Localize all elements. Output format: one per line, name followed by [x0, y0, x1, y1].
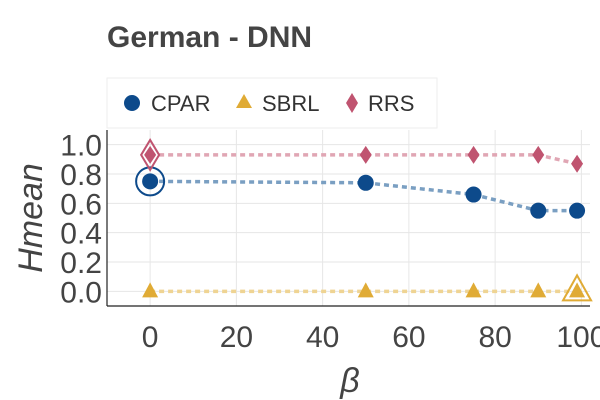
rrs-point: [467, 145, 480, 164]
y-tick-label: 0.4: [60, 218, 102, 251]
y-tick-label: 1.0: [60, 130, 102, 163]
rrs-point-highlight: [139, 137, 161, 172]
x-tick-label: 80: [478, 321, 511, 354]
sbrl-point: [569, 282, 586, 298]
cpar-point: [569, 202, 586, 219]
cpar-point: [530, 202, 547, 219]
chart-title: German - DNN: [107, 21, 312, 54]
legend: CPAR SBRL RRS: [106, 77, 438, 129]
legend-label-cpar: CPAR: [151, 91, 211, 116]
cpar-point: [142, 173, 159, 190]
sbrl-point: [465, 282, 482, 298]
rrs-point: [571, 154, 584, 173]
legend-marker-sbrl: [236, 94, 252, 108]
cpar-point: [357, 174, 374, 191]
legend-marker-rrs: [346, 93, 358, 113]
rrs-point: [532, 145, 545, 164]
y-tick-label: 0.0: [60, 276, 102, 309]
sbrl-point: [530, 282, 547, 298]
cpar-point-highlight: [135, 166, 166, 197]
sbrl-point: [142, 282, 159, 298]
rrs-point: [359, 145, 372, 164]
y-axis-label: Hmean: [12, 163, 50, 273]
y-tick-label: 0.8: [60, 159, 102, 192]
x-tick-label: 20: [220, 321, 253, 354]
x-tick-label: 60: [392, 321, 425, 354]
x-tick-label: 100: [556, 321, 600, 354]
plot-background: [107, 130, 590, 306]
x-tick-label: 40: [306, 321, 339, 354]
cpar-point: [465, 186, 482, 203]
legend-label-rrs: RRS: [368, 91, 414, 116]
legend-label-sbrl: SBRL: [262, 91, 319, 116]
x-axis-label: β: [339, 362, 359, 400]
y-tick-label: 0.6: [60, 188, 102, 221]
sbrl-point-highlight: [561, 273, 593, 302]
legend-marker-cpar: [124, 95, 140, 111]
y-tick-label: 0.2: [60, 247, 102, 280]
legend-box: [106, 77, 438, 129]
plot-area: 0 20 40 60 80 100 0.00.20.40.60.81.0: [60, 130, 600, 354]
rrs-point: [144, 145, 157, 164]
x-tick-label: 0: [142, 321, 159, 354]
sbrl-point: [357, 282, 374, 298]
